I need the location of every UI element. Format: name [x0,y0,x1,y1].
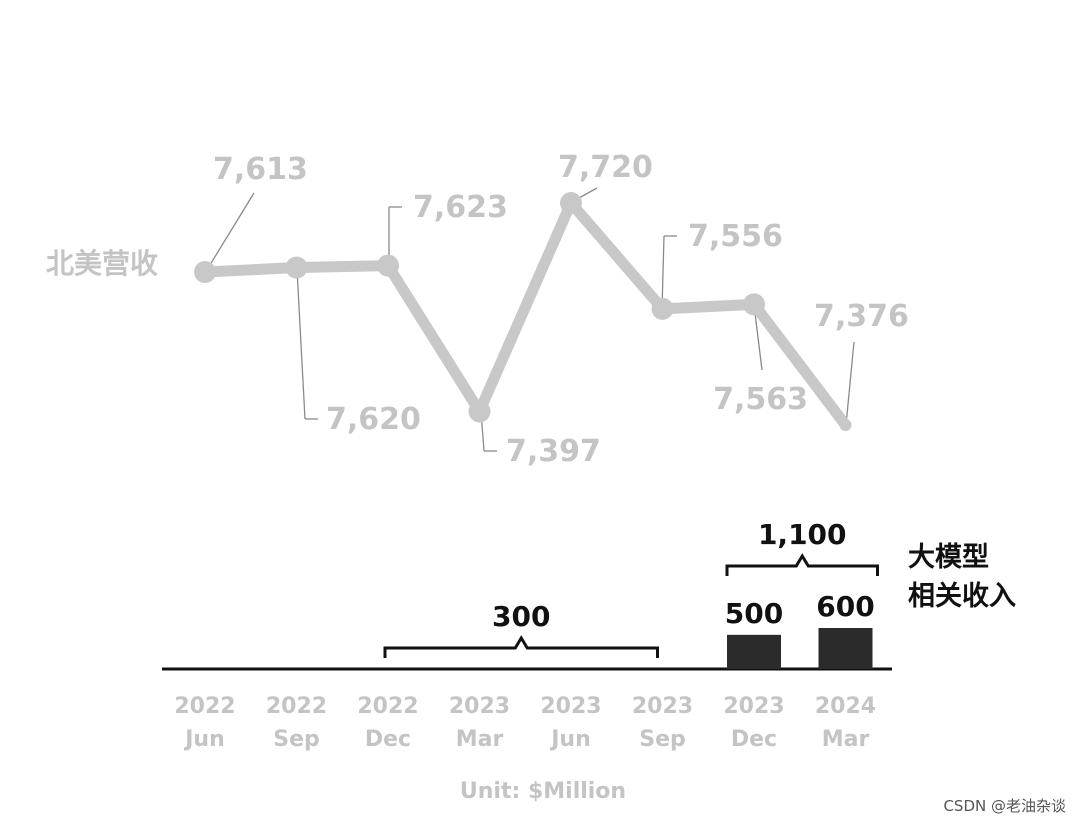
group-brackets: 300 1,100 [383,518,879,658]
line-value-label-4: 7,720 [558,150,653,185]
line-value-label-0: 7,613 [213,152,308,187]
bar-series-label-line-1: 大模型 [908,542,989,573]
line-value-label-1: 7,620 [326,402,421,437]
x-tick-month-1: Sep [273,727,320,752]
leader-line-1 [296,268,306,420]
line-point-0 [194,261,216,284]
line-point-3 [468,400,491,423]
x-tick-year-2: 2022 [357,694,418,719]
x-tick-year-7: 2024 [815,694,876,719]
unit-label: Unit: $Million [460,779,626,804]
x-tick-year-6: 2023 [723,694,784,719]
x-tick-month-7: Mar [822,727,870,752]
x-tick-year-0: 2022 [174,694,235,719]
line-series-label: 北美营收 [46,247,158,280]
line-point-4 [560,192,582,214]
leader-line-5 [661,235,665,310]
x-tick-month-6: Dec [731,727,777,752]
bar-value-label-7: 600 [816,590,874,623]
x-tick-month-0: Jun [183,727,225,752]
leader-line-6 [753,304,763,371]
line-point-6 [743,293,765,316]
bar-value-label-6: 500 [725,597,783,630]
line-point-1 [285,256,308,279]
x-tick-year-3: 2023 [449,694,510,719]
leader-line-7 [845,341,855,426]
group-label-1: 1,100 [758,518,847,551]
line-value-label-7: 7,376 [814,299,909,334]
group-label-0: 300 [492,600,550,633]
line-value-label-6: 7,563 [713,382,808,417]
x-tick-month-2: Dec [365,727,411,752]
bar-value-labels: 500 600 [725,590,875,630]
line-point-2 [377,254,399,277]
bar-7 [818,628,873,669]
line-value-labels: 7,613 7,620 7,623 7,397 7,720 7,556 7,563 7,376 [213,150,909,469]
group-bracket-1 [725,553,879,576]
line-value-label-2: 7,623 [413,190,508,225]
line-value-label-3: 7,397 [506,434,601,469]
x-tick-month-3: Mar [456,727,504,752]
bar-6 [727,634,781,669]
bars [727,628,873,669]
x-tick-labels: 2022 Jun 2022 Sep 2022 Dec 2023 Mar 2023 Jun 2023 S… [174,694,876,752]
line-value-label-5: 7,556 [688,219,783,254]
x-tick-year-5: 2023 [632,694,693,719]
x-tick-year-4: 2023 [540,694,601,719]
line-point-7 [839,419,852,431]
line-point-5 [651,297,674,320]
line-series-path [199,197,851,431]
bar-series-label-line-2: 相关收入 [908,581,1016,612]
watermark: CSDN @老油杂谈 [943,797,1066,815]
x-tick-month-4: Jun [549,727,591,752]
x-tick-month-5: Sep [639,727,686,752]
leader-line-0 [204,192,255,274]
x-tick-year-1: 2022 [266,694,327,719]
group-bracket-0 [383,635,659,658]
line-points [194,192,852,431]
